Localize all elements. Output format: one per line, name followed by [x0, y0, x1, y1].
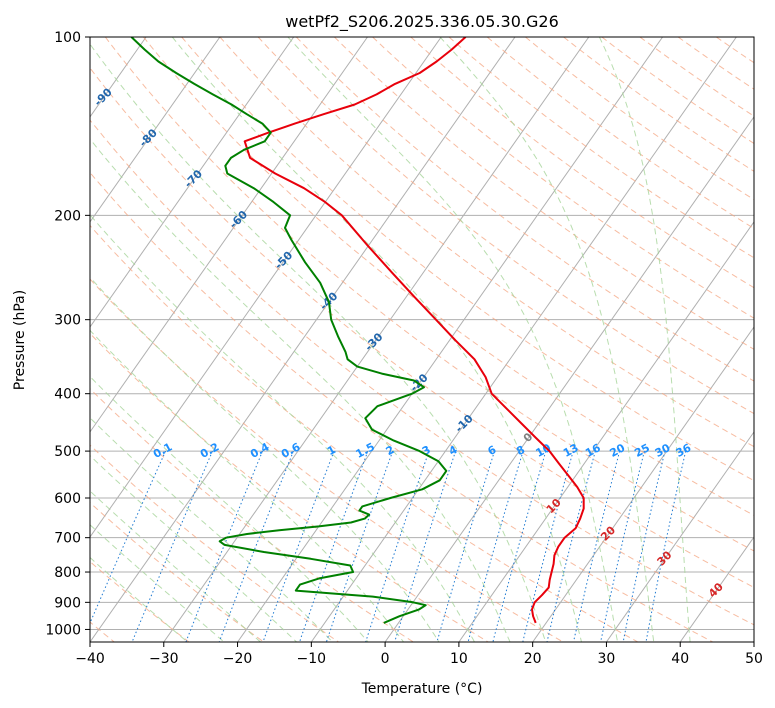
mixing-ratio-line — [325, 450, 394, 642]
isotherm-line — [90, 37, 295, 328]
moist-adiabat — [90, 454, 297, 642]
dry-adiabat — [90, 502, 265, 642]
dry-adiabat — [90, 67, 754, 589]
isotherm-line — [90, 37, 368, 433]
x-tick-label: 50 — [745, 651, 763, 667]
y-tick-label: 600 — [54, 491, 81, 507]
dry-adiabat — [601, 37, 754, 145]
y-tick-label: 200 — [54, 208, 81, 224]
dry-adiabat — [257, 37, 754, 415]
x-tick-label: 0 — [381, 651, 390, 667]
isotherm-line — [384, 115, 754, 642]
chart-title: wetPf2_S206.2025.336.05.30.G26 — [285, 12, 559, 32]
dry-adiabat — [104, 37, 754, 552]
isotherm-line — [237, 37, 664, 642]
mixing-ratio-label: 20 — [608, 441, 628, 460]
isotherm-line — [679, 536, 754, 642]
mixing-ratio-label: 36 — [674, 441, 694, 460]
x-tick-label: 40 — [671, 651, 689, 667]
dewpoint-profile-line — [130, 37, 448, 624]
moist-adiabat — [439, 37, 655, 642]
dry-adiabat — [295, 37, 754, 382]
mixing-ratio-line — [492, 450, 547, 642]
dry-adiabat — [334, 37, 754, 350]
temperature-profile-line — [243, 37, 585, 624]
moist-adiabat — [171, 37, 582, 642]
dry-adiabat — [486, 37, 754, 230]
y-tick-label: 400 — [54, 387, 81, 403]
x-tick-label: −20 — [223, 651, 253, 667]
x-tick-label: 30 — [598, 651, 616, 667]
mixing-ratio-line — [622, 450, 666, 642]
y-tick-label: 700 — [54, 531, 81, 547]
mixing-ratio-line — [394, 450, 457, 642]
mixing-ratio-line — [436, 450, 495, 642]
moist-adiabat — [90, 214, 475, 642]
y-tick-label: 300 — [54, 313, 81, 329]
mixing-ratio-label: 30 — [653, 441, 673, 460]
y-tick-label: 100 — [54, 30, 81, 46]
x-tick-label: 10 — [450, 651, 468, 667]
isotherm-line — [458, 221, 754, 642]
dry-adiabat — [448, 37, 754, 259]
mixing-ratio-label: 25 — [632, 441, 652, 460]
isotherm-line — [605, 431, 754, 642]
moist-adiabat — [90, 556, 188, 642]
y-tick-label: 800 — [54, 565, 81, 581]
mixing-ratio-line — [522, 450, 574, 642]
dry-adiabat — [90, 444, 339, 642]
isotherm-line — [532, 326, 754, 642]
dry-adiabat — [563, 37, 754, 172]
mixing-ratio-line — [600, 450, 645, 642]
x-axis-label: Temperature (°C) — [361, 681, 483, 697]
plot-frame — [89, 36, 755, 643]
y-tick-label: 900 — [54, 595, 81, 611]
mixing-ratio-line — [90, 450, 167, 625]
dry-adiabat — [90, 332, 489, 642]
x-tick-label: −30 — [149, 651, 179, 667]
moist-adiabat — [90, 43, 547, 642]
isotherm-line — [90, 37, 442, 538]
mixing-ratio-line — [299, 450, 369, 642]
dry-adiabat — [90, 171, 713, 642]
dry-adiabat — [372, 37, 754, 319]
x-tick-label: 20 — [524, 651, 542, 667]
mixing-ratio-line — [467, 450, 524, 642]
mixing-ratio-label: 10 — [534, 441, 554, 460]
dry-adiabat — [90, 119, 754, 626]
isotherm-line — [163, 37, 590, 642]
y-tick-label: 1000 — [45, 622, 81, 638]
isotherm-line — [310, 37, 737, 642]
moist-adiabat — [90, 524, 225, 642]
mixing-ratio-line — [645, 450, 687, 642]
moist-adiabat — [90, 490, 261, 642]
moist-adiabat — [90, 276, 440, 642]
mixing-ratio-label: 16 — [583, 441, 603, 460]
moist-adiabat — [598, 37, 691, 642]
mixing-ratio-line — [131, 450, 213, 642]
mixing-ratio-label: 13 — [561, 441, 581, 460]
x-tick-label: −10 — [297, 651, 327, 667]
moist-adiabat — [90, 375, 369, 642]
y-tick-label: 500 — [54, 444, 81, 460]
mixing-ratio-line — [365, 450, 430, 642]
x-tick-label: −40 — [75, 651, 105, 667]
y-axis-label: Pressure (hPa) — [12, 290, 28, 390]
mixing-ratio-line — [546, 450, 596, 642]
dry-adiabat — [143, 37, 754, 516]
isotherm-line — [90, 37, 221, 223]
dry-adiabat — [219, 37, 754, 448]
isotherm-line — [90, 37, 516, 642]
dry-adiabat — [90, 224, 639, 642]
mixing-ratio-line — [573, 450, 621, 642]
